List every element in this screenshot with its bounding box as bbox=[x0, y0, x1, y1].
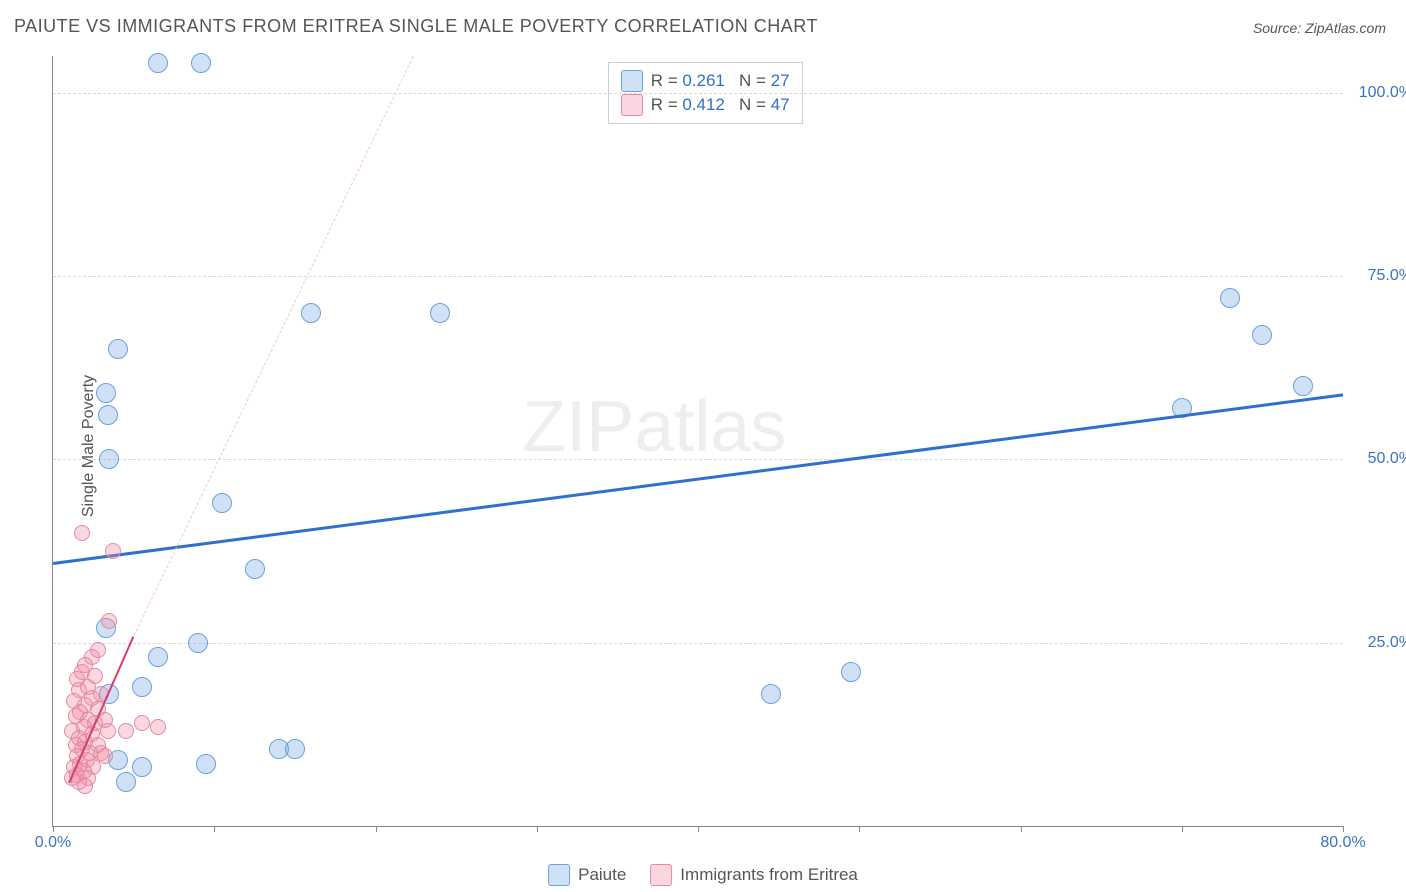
data-point-eritrea bbox=[74, 525, 90, 541]
legend-label: Paiute bbox=[578, 865, 626, 885]
data-point-paiute bbox=[1293, 376, 1313, 396]
legend-label: Immigrants from Eritrea bbox=[680, 865, 858, 885]
data-point-paiute bbox=[196, 754, 216, 774]
x-tick-label: 0.0% bbox=[35, 834, 71, 852]
data-point-eritrea bbox=[105, 543, 121, 559]
x-tick bbox=[1343, 826, 1344, 832]
data-point-paiute bbox=[761, 684, 781, 704]
data-point-paiute bbox=[188, 633, 208, 653]
chart-title: PAIUTE VS IMMIGRANTS FROM ERITREA SINGLE… bbox=[14, 16, 818, 37]
data-point-paiute bbox=[98, 405, 118, 425]
series-legend: Paiute Immigrants from Eritrea bbox=[548, 864, 858, 886]
x-tick bbox=[376, 826, 377, 832]
stats-text: R = 0.261 N = 27 bbox=[651, 71, 790, 91]
trend-line bbox=[53, 393, 1343, 565]
data-point-paiute bbox=[191, 53, 211, 73]
legend-item-paiute: Paiute bbox=[548, 864, 626, 886]
stats-row-eritrea: R = 0.412 N = 47 bbox=[621, 93, 790, 117]
data-point-eritrea bbox=[150, 719, 166, 735]
x-tick bbox=[537, 826, 538, 832]
gridline bbox=[53, 93, 1343, 94]
y-tick-label: 25.0% bbox=[1353, 634, 1406, 652]
swatch-paiute bbox=[548, 864, 570, 886]
stats-text: R = 0.412 N = 47 bbox=[651, 95, 790, 115]
y-tick-label: 50.0% bbox=[1353, 450, 1406, 468]
gridline bbox=[53, 459, 1343, 460]
data-point-eritrea bbox=[77, 778, 93, 794]
y-tick-label: 100.0% bbox=[1353, 84, 1406, 102]
y-tick-label: 75.0% bbox=[1353, 267, 1406, 285]
source-credit: Source: ZipAtlas.com bbox=[1253, 20, 1386, 36]
data-point-eritrea bbox=[97, 748, 113, 764]
swatch-paiute bbox=[621, 70, 643, 92]
data-point-paiute bbox=[132, 757, 152, 777]
data-point-paiute bbox=[212, 493, 232, 513]
scatter-plot: ZIPatlas R = 0.261 N = 27 R = 0.412 N = 4… bbox=[52, 56, 1343, 827]
trend-line bbox=[133, 56, 413, 636]
x-tick bbox=[214, 826, 215, 832]
x-tick bbox=[859, 826, 860, 832]
data-point-paiute bbox=[1252, 325, 1272, 345]
data-point-paiute bbox=[96, 383, 116, 403]
data-point-paiute bbox=[430, 303, 450, 323]
legend-item-eritrea: Immigrants from Eritrea bbox=[650, 864, 858, 886]
watermark-bold: ZIP bbox=[522, 387, 634, 467]
data-point-paiute bbox=[148, 647, 168, 667]
watermark: ZIPatlas bbox=[522, 386, 786, 468]
data-point-eritrea bbox=[134, 715, 150, 731]
x-tick bbox=[698, 826, 699, 832]
data-point-paiute bbox=[108, 339, 128, 359]
gridline bbox=[53, 276, 1343, 277]
x-tick bbox=[53, 826, 54, 832]
data-point-eritrea bbox=[118, 723, 134, 739]
gridline bbox=[53, 643, 1343, 644]
data-point-paiute bbox=[301, 303, 321, 323]
data-point-paiute bbox=[148, 53, 168, 73]
stats-row-paiute: R = 0.261 N = 27 bbox=[621, 69, 790, 93]
data-point-paiute bbox=[245, 559, 265, 579]
x-tick-label: 80.0% bbox=[1320, 834, 1365, 852]
watermark-light: atlas bbox=[634, 387, 786, 467]
data-point-paiute bbox=[116, 772, 136, 792]
data-point-paiute bbox=[132, 677, 152, 697]
x-tick bbox=[1021, 826, 1022, 832]
x-tick bbox=[1182, 826, 1183, 832]
swatch-eritrea bbox=[650, 864, 672, 886]
data-point-paiute bbox=[99, 449, 119, 469]
data-point-paiute bbox=[1220, 288, 1240, 308]
data-point-eritrea bbox=[100, 723, 116, 739]
swatch-eritrea bbox=[621, 94, 643, 116]
data-point-eritrea bbox=[101, 613, 117, 629]
data-point-paiute bbox=[285, 739, 305, 759]
data-point-paiute bbox=[841, 662, 861, 682]
